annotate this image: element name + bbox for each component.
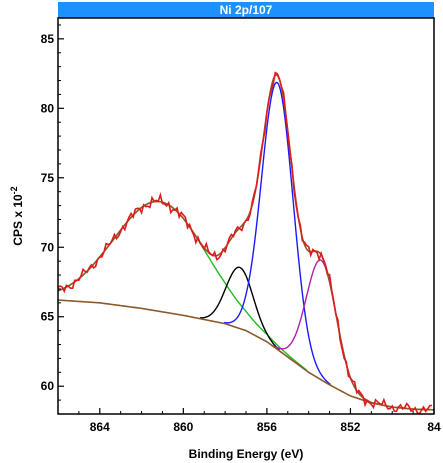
component-peak_855-curve (224, 81, 332, 386)
plot-area (58, 71, 434, 414)
x-tick-label: 864 (90, 420, 110, 434)
y-axis-title-main: CPS x 10 (11, 194, 25, 246)
x-axis-title: Binding Energy (eV) (189, 447, 304, 461)
chart-title: Ni 2p/107 (220, 3, 273, 17)
y-tick-label: 70 (41, 240, 55, 254)
x-tick-label: 856 (257, 420, 277, 434)
y-tick-label: 75 (41, 171, 55, 185)
y-tick-label: 80 (41, 101, 55, 115)
y-tick-label: 85 (41, 32, 55, 46)
x-tick-label: 84 (427, 420, 441, 434)
background-curve (58, 299, 434, 411)
component-peak_857-curve (200, 266, 280, 351)
envelope-curve (58, 73, 434, 411)
x-tick-label: 852 (340, 420, 360, 434)
x-tick-label: 860 (173, 420, 193, 434)
x-axis: 864 860 856 852 84 (57, 408, 441, 434)
y-axis-title-exponent: -2 (9, 186, 19, 194)
y-axis-title: CPS x 10-2 (9, 186, 25, 245)
title-bar (58, 2, 434, 18)
y-tick-label: 60 (41, 379, 55, 393)
experimental-spectrum (58, 71, 433, 414)
y-axis: 60 65 70 75 80 85 (41, 24, 64, 415)
component-satellite-curve (58, 200, 308, 371)
y-tick-label: 65 (41, 310, 55, 324)
svg-text:CPS x 10-2: CPS x 10-2 (9, 186, 25, 245)
plot-frame (57, 17, 435, 415)
